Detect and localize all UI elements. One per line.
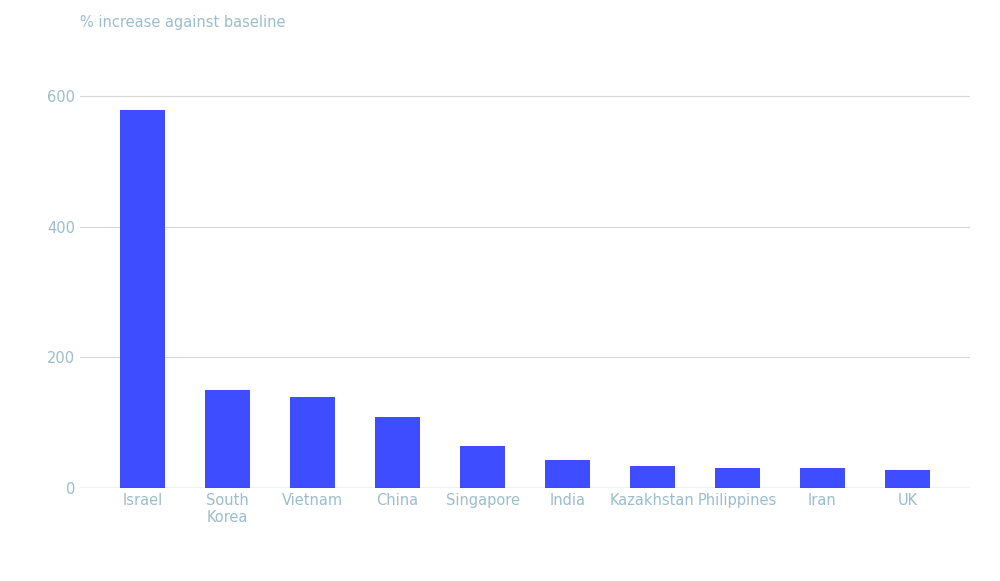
Bar — [715, 468, 760, 488]
Bar — [205, 390, 250, 488]
Bar — [290, 396, 335, 488]
Bar — [120, 110, 165, 488]
Bar — [545, 460, 590, 488]
Bar — [885, 471, 930, 488]
Bar — [375, 417, 420, 488]
Bar — [800, 468, 845, 488]
Text: % increase against baseline: % increase against baseline — [80, 15, 286, 30]
Bar — [460, 446, 505, 488]
Bar — [630, 467, 675, 488]
